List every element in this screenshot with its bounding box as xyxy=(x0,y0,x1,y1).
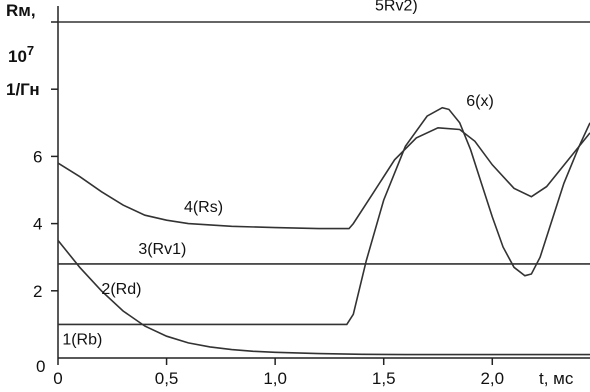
y-axis-label-scale-exponent: 7 xyxy=(27,43,34,58)
series-label-3: 4(Rs) xyxy=(184,199,223,216)
y-tick-label: 2 xyxy=(33,282,42,301)
y-tick-label-zero: 0 xyxy=(36,357,45,376)
y-axis-label-unit: Rм, xyxy=(6,1,36,20)
x-tick-label: 2,0 xyxy=(480,369,504,388)
ticks: 0 0,5 1,0 1,5 2,0 0 2 4 6 xyxy=(33,21,504,388)
series-curves xyxy=(57,21,590,356)
series-line-1 xyxy=(58,106,590,326)
series-label-4: 5Rv2) xyxy=(375,0,418,14)
series-line-3 xyxy=(57,126,590,230)
series-line-0 xyxy=(57,239,590,356)
series-labels: 1(Rb) 2(Rd) 3(Rv1) 4(Rs) 5Rv2) 6(x) xyxy=(62,0,493,349)
series-label-1: 2(Rd) xyxy=(101,281,141,298)
y-axis-label-scale: 107 xyxy=(8,43,34,66)
y-tick-label: 4 xyxy=(33,215,42,234)
y-tick-label: 6 xyxy=(33,147,42,166)
y-axis-label: Rм, 107 1/Гн xyxy=(6,1,40,99)
x-axis-label: t, мс xyxy=(539,369,574,388)
y-axis-label-scale-base: 10 xyxy=(8,47,27,66)
x-tick-label: 0,5 xyxy=(155,369,179,388)
axes xyxy=(57,6,590,359)
series-label-2: 3(Rv1) xyxy=(138,241,186,258)
x-tick-label: 1,0 xyxy=(263,369,287,388)
y-axis-label-per-unit: 1/Гн xyxy=(6,80,40,99)
series-label-5: 6(x) xyxy=(466,93,494,110)
x-tick-label: 0 xyxy=(53,369,62,388)
series-label-0: 1(Rb) xyxy=(62,332,102,349)
x-tick-label: 1,5 xyxy=(372,369,396,388)
